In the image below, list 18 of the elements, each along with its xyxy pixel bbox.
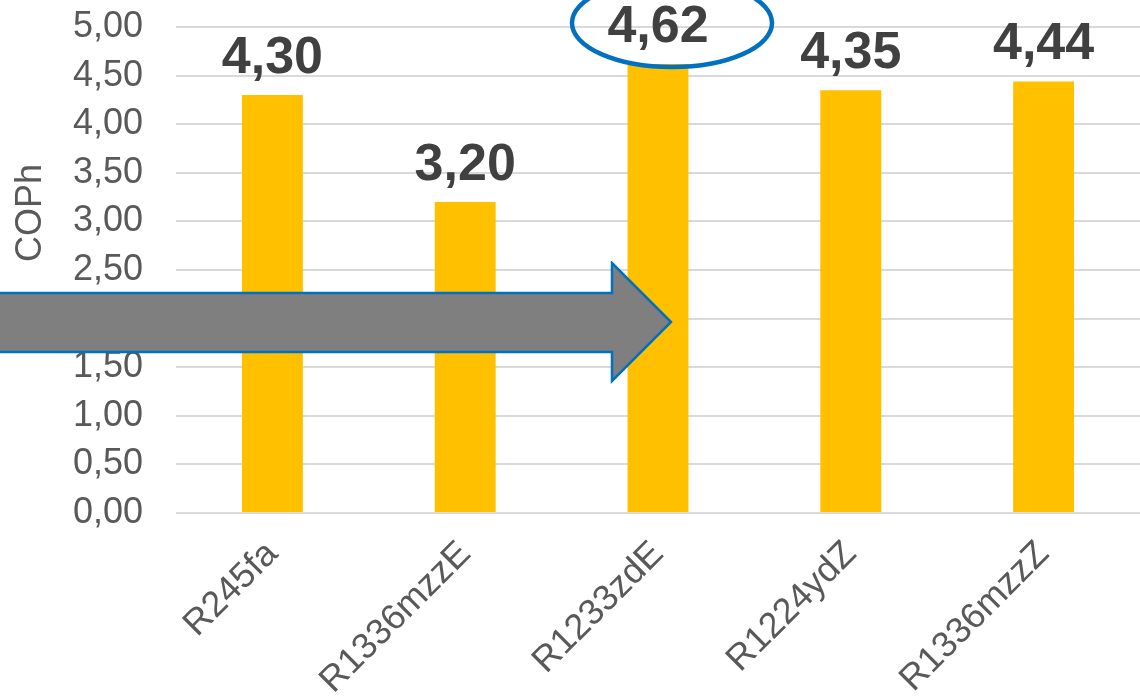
y-tick-label: 1,00: [72, 392, 143, 434]
y-tick-label: 3,00: [72, 198, 143, 240]
y-axis-title: COPh: [7, 163, 49, 263]
y-tick-label: 0,00: [72, 489, 143, 531]
y-tick-label: 4,50: [72, 52, 143, 94]
data-label: 3,20: [414, 132, 516, 191]
data-label: 4,35: [800, 21, 902, 80]
y-tick-label: 3,50: [72, 149, 143, 191]
data-label: 4,62: [607, 0, 709, 53]
bar: [820, 90, 882, 512]
y-tick-label: 0,50: [72, 441, 143, 483]
y-tick-label: 2,50: [72, 246, 143, 288]
y-tick-label: 4,00: [72, 101, 143, 143]
y-tick-label: 5,00: [72, 3, 143, 45]
bar: [627, 63, 689, 512]
data-label: 4,30: [221, 26, 324, 85]
data-label: 4,44: [992, 12, 1095, 71]
bar: [1013, 81, 1075, 512]
